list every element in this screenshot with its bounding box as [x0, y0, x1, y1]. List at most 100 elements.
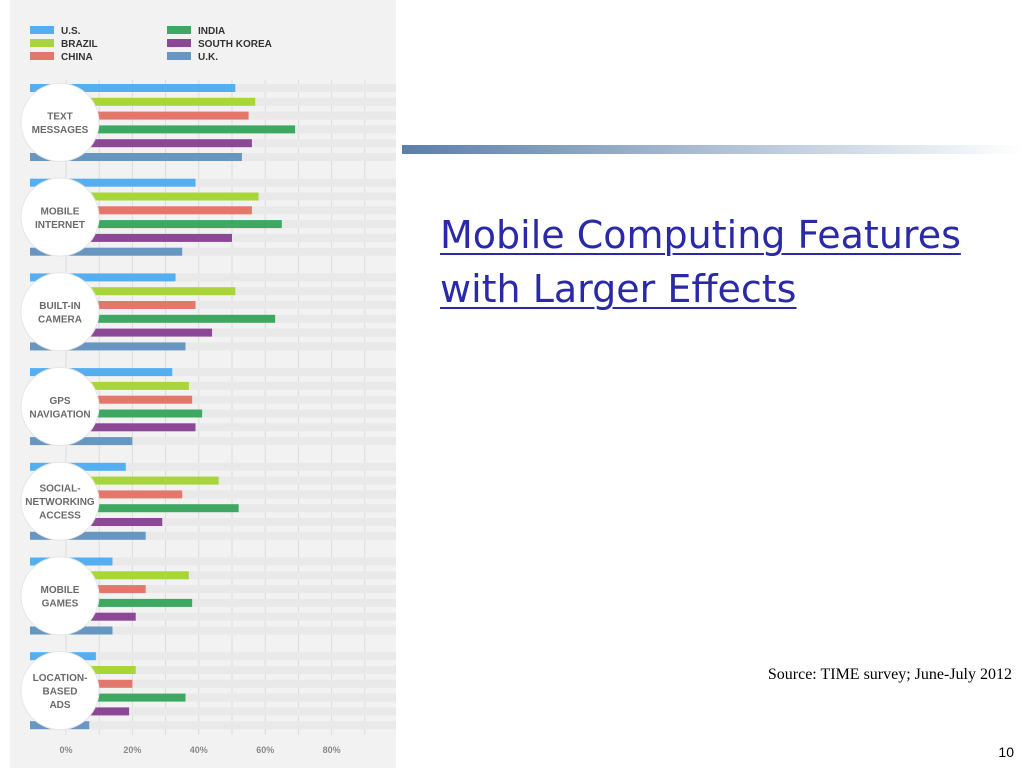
slide-title: Mobile Computing Features with Larger Ef… — [440, 208, 1024, 316]
bar — [30, 504, 239, 513]
category-label: NETWORKING — [25, 497, 95, 508]
bar-track — [30, 531, 396, 540]
bar-track — [30, 462, 396, 471]
bar-track — [30, 652, 396, 661]
bar-track — [30, 342, 396, 351]
legend-swatch-0 — [30, 26, 54, 34]
category-badge — [20, 651, 100, 731]
chart-canvas: U.S. BRAZIL CHINA INDIA SOUTH KOREA U.K. TEXT M… — [10, 0, 396, 768]
bar — [30, 531, 146, 540]
bar-track — [30, 585, 396, 594]
legend-label-2: CHINA — [61, 52, 93, 63]
x-tick-label: 0% — [59, 745, 72, 755]
bar — [30, 273, 176, 282]
bar-track — [30, 626, 396, 635]
legend-label-5: U.K. — [198, 52, 218, 63]
bar-track — [30, 423, 396, 432]
category-label: ADS — [49, 700, 70, 711]
bar — [30, 178, 196, 187]
legend-label-0: U.S. — [61, 26, 81, 37]
category-label: ACCESS — [39, 511, 81, 522]
bar — [30, 192, 259, 201]
bar — [30, 220, 282, 229]
bar-track — [30, 247, 396, 256]
bar-track — [30, 693, 396, 702]
bar-track — [30, 721, 396, 730]
category-label: GAMES — [42, 599, 79, 610]
bar — [30, 490, 183, 499]
bar — [30, 153, 242, 161]
bar — [30, 206, 252, 215]
bar — [30, 314, 276, 323]
category-label: CAMERA — [38, 315, 82, 326]
bar — [30, 598, 193, 607]
bar-track — [30, 437, 396, 446]
bar-track — [30, 571, 396, 580]
bar — [30, 247, 183, 256]
x-tick-label: 40% — [190, 745, 208, 755]
x-tick-label: 20% — [123, 745, 141, 755]
bar — [30, 301, 196, 309]
x-tick-label: 60% — [256, 745, 274, 755]
category-badge — [20, 82, 100, 162]
category-badge — [20, 556, 100, 636]
category-badge — [20, 272, 100, 352]
bar — [30, 139, 252, 148]
bar-track — [30, 328, 396, 337]
category-label: BASED — [42, 687, 77, 698]
bar — [30, 571, 189, 580]
slide-title-line-1: Mobile Computing Features — [440, 213, 961, 257]
bar — [30, 437, 133, 446]
bar-track — [30, 273, 396, 282]
category-badge — [20, 367, 100, 446]
bar-track — [30, 381, 396, 390]
bar — [30, 368, 173, 377]
legend-swatch-5 — [167, 52, 191, 60]
legend-swatch-1 — [30, 39, 54, 47]
category-label: MOBILE — [41, 206, 80, 217]
category-label: NAVIGATION — [29, 409, 90, 420]
bar-track — [30, 557, 396, 566]
legend-swatch-4 — [167, 39, 191, 47]
bar-track — [30, 707, 396, 716]
bar — [30, 125, 296, 134]
bar-track — [30, 598, 396, 607]
category-label: LOCATION- — [33, 673, 88, 684]
bar — [30, 342, 186, 351]
bar — [30, 693, 186, 702]
bar-track — [30, 666, 396, 674]
bar-track — [30, 395, 396, 404]
bar — [30, 97, 256, 106]
bar-track — [30, 178, 396, 187]
legend-swatch-2 — [30, 52, 54, 60]
bar — [30, 518, 163, 526]
bar — [30, 84, 236, 92]
source-note: Source: TIME survey; June-July 2012 — [767, 666, 1012, 683]
bar — [30, 111, 249, 120]
category-badge — [20, 461, 100, 541]
legend-label-3: INDIA — [198, 26, 225, 37]
bar — [30, 476, 219, 485]
bar-track — [30, 490, 396, 499]
bar — [30, 233, 232, 242]
bar-track — [30, 612, 396, 621]
bar — [30, 328, 213, 337]
bar-track — [30, 409, 396, 418]
page-number: 10 — [998, 744, 1014, 760]
bar — [30, 409, 203, 418]
category-label: TEXT — [47, 112, 73, 123]
legend-label-1: BRAZIL — [61, 39, 98, 50]
slide-title-line-2: with Larger Effects — [440, 267, 797, 311]
category-label: INTERNET — [35, 220, 85, 231]
title-accent-bar — [402, 145, 1024, 154]
bar-track — [30, 679, 396, 688]
category-badge — [20, 177, 100, 257]
bar — [30, 395, 193, 404]
category-label: SOCIAL- — [39, 484, 80, 495]
category-label: MESSAGES — [32, 125, 89, 136]
legend-label-4: SOUTH KOREA — [198, 39, 272, 50]
bar-track — [30, 368, 396, 377]
bar-track — [30, 301, 396, 309]
bar — [30, 381, 189, 390]
bar — [30, 287, 236, 296]
